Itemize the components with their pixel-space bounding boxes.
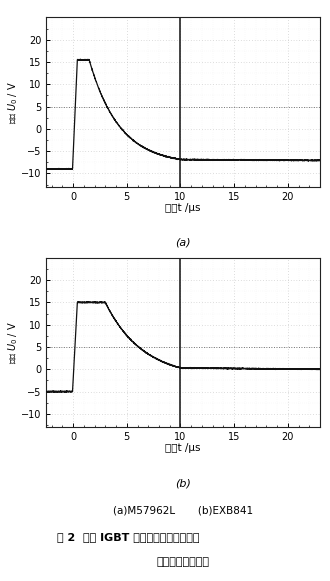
- Text: (b): (b): [175, 478, 191, 488]
- Text: 情况下的输出波形: 情况下的输出波形: [157, 557, 210, 566]
- Text: (a): (a): [175, 238, 191, 248]
- X-axis label: 时间t /μs: 时间t /μs: [165, 443, 201, 453]
- X-axis label: 时间t /μs: 时间t /μs: [165, 203, 201, 213]
- Y-axis label: 电压 $U_0$ / V: 电压 $U_0$ / V: [6, 81, 19, 124]
- Text: 图 2  两种 IGBT 栋极驱动模块短路保护: 图 2 两种 IGBT 栋极驱动模块短路保护: [57, 532, 200, 543]
- Text: (a)M57962L       (b)EXB841: (a)M57962L (b)EXB841: [113, 505, 253, 515]
- Y-axis label: 电压 $U_0$ / V: 电压 $U_0$ / V: [6, 321, 19, 364]
